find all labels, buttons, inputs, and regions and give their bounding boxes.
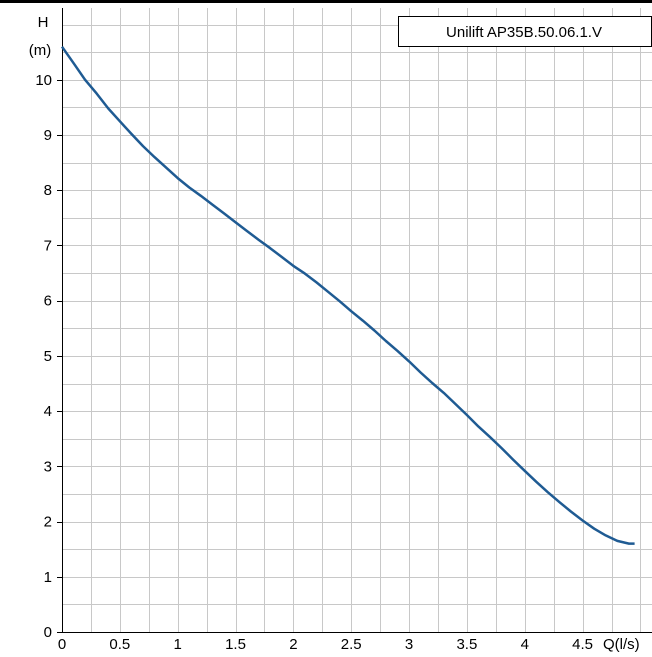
legend-frame <box>398 16 652 47</box>
x-tick-label: 0 <box>58 636 66 652</box>
x-tick-label: 4 <box>521 636 529 652</box>
y-tick-label: 5 <box>44 348 52 365</box>
y-axis-label-h: H <box>38 14 49 31</box>
y-axis-label-unit: (m) <box>29 42 52 59</box>
axes <box>62 8 652 633</box>
y-tick-label: 4 <box>44 403 52 420</box>
legend-box: Unilift AP35B.50.06.1.V <box>398 16 652 47</box>
x-axis-label: Q(l/s) <box>603 636 640 652</box>
x-tick-label: 2.5 <box>341 636 362 652</box>
x-tick-label: 3 <box>405 636 413 652</box>
y-tick-label: 7 <box>44 237 52 254</box>
y-tick-label: 0 <box>44 624 52 641</box>
y-tick-label: 10 <box>35 72 52 89</box>
x-tick-label: 1.5 <box>225 636 246 652</box>
y-tick-label: 9 <box>44 127 52 144</box>
legend-label: Unilift AP35B.50.06.1.V <box>446 24 602 41</box>
x-tick-label: 0.5 <box>109 636 130 652</box>
x-tick-label: 2 <box>289 636 297 652</box>
x-tick-label: 3.5 <box>456 636 477 652</box>
y-tick-label: 1 <box>44 569 52 586</box>
y-tick-label: 2 <box>44 514 52 531</box>
grid-lines <box>62 8 652 632</box>
x-tick-label: 1 <box>174 636 182 652</box>
y-tick-label: 6 <box>44 293 52 310</box>
y-tick-label: 8 <box>44 182 52 199</box>
pump-curve-line <box>60 45 635 545</box>
y-tick-label: 3 <box>44 458 52 475</box>
x-tick-label: 4.5 <box>572 636 593 652</box>
tick-labels: 0 0.5 1 1.5 2 2.5 3 3.5 4 4.5 0 1 2 3 4 5 6 7 8 9 10 <box>35 72 593 653</box>
